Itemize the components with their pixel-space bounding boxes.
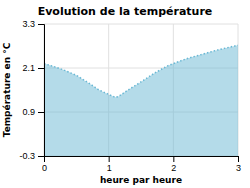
tick-label: 0.9 <box>22 107 35 117</box>
tick: 0 <box>42 156 47 173</box>
tick-mark <box>238 156 239 162</box>
tick: 3 <box>236 156 241 173</box>
tick-mark <box>109 156 110 162</box>
tick: 3.3 <box>22 19 44 29</box>
area <box>44 45 238 156</box>
y-axis-title: Température en °C <box>2 42 12 137</box>
marks <box>44 45 238 156</box>
tick-mark <box>38 112 44 113</box>
tick-label: 2.1 <box>22 63 35 73</box>
tick: 2.1 <box>22 63 44 73</box>
tick-label: 1 <box>107 163 112 173</box>
tick-label: 2 <box>171 163 176 173</box>
chart: 0 1 2 3 -0.3 0.9 2.1 3.3Evolution de la tempéra… <box>0 0 250 188</box>
x-axis: 0 1 2 3 <box>42 156 241 173</box>
x-axis-title: heure par heure <box>100 175 182 185</box>
line <box>44 45 238 97</box>
tick: 2 <box>171 156 176 173</box>
tick: 1 <box>107 156 112 173</box>
axis-line <box>38 25 45 157</box>
tick-mark <box>38 156 44 157</box>
tick-label: -0.3 <box>19 151 35 161</box>
tick-label: 3 <box>236 163 241 173</box>
title: Evolution de la température <box>38 5 213 18</box>
axis-line <box>45 157 239 163</box>
tick-mark <box>38 68 44 69</box>
y-axis: -0.3 0.9 2.1 3.3 <box>19 19 44 161</box>
grid <box>44 24 238 156</box>
tick-mark <box>173 156 174 162</box>
tick-mark <box>38 24 44 25</box>
tick-label: 0 <box>42 163 47 173</box>
tick-label: 3.3 <box>22 19 35 29</box>
grid-line-y <box>44 24 238 25</box>
plot-area: 0 1 2 3 -0.3 0.9 2.1 3.3 <box>19 19 241 173</box>
tick: -0.3 <box>19 151 44 161</box>
tick: 0.9 <box>22 107 44 117</box>
